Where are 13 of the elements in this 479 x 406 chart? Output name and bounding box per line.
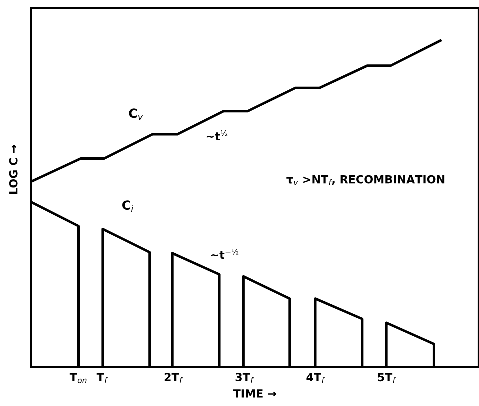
- x-tick-label: 5T$_{f}$: [378, 373, 396, 384]
- annotation: ∼t$^{½}$: [206, 130, 228, 140]
- annotation: τ$_{v}$ >NT$_{f}$, RECOMBINATION: [286, 175, 445, 186]
- x-tick-label: T$_{f}$: [96, 373, 108, 384]
- x-axis-title: TIME →: [233, 390, 276, 398]
- x-tick-label: 2T$_{f}$: [164, 373, 184, 384]
- x-tick-label: T$_{on}$: [70, 373, 87, 384]
- annotation: ∼t$^{−½}$: [211, 249, 239, 260]
- y-axis-title: LOG C →: [9, 145, 18, 194]
- series-label: C$_{i}$: [122, 200, 134, 212]
- series-label: C$_{v}$: [129, 108, 144, 120]
- x-tick-label: 4T$_{f}$: [306, 373, 326, 384]
- x-tick-label: 3T$_{f}$: [236, 373, 254, 384]
